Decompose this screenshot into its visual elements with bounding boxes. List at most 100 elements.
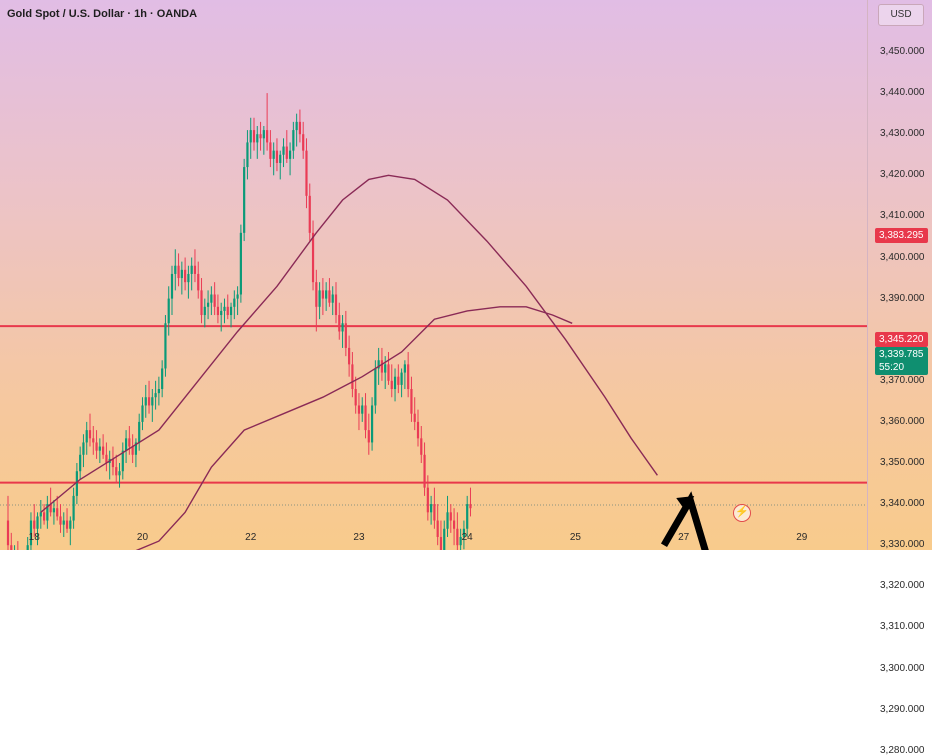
candle-body: [400, 372, 403, 385]
candle-body: [325, 290, 328, 299]
candle-body: [226, 306, 229, 316]
annotation-arrowhead: [676, 495, 695, 512]
candle-body: [462, 528, 466, 537]
currency-button[interactable]: USD: [878, 4, 924, 26]
candle-body: [266, 130, 269, 143]
candle-body: [302, 134, 305, 151]
candle-body: [354, 389, 357, 406]
candle-body: [456, 528, 459, 546]
candle-body: [223, 306, 226, 311]
candle-body: [88, 430, 92, 439]
price-tick-label: 3,400.000: [880, 251, 925, 263]
candle-body: [403, 364, 406, 373]
candle-body: [177, 265, 180, 279]
candle-body: [384, 364, 387, 373]
price-axis[interactable]: [867, 0, 932, 550]
candle-body: [292, 130, 295, 151]
price-tick-label: 3,440.000: [880, 87, 925, 99]
candle-body: [239, 232, 242, 295]
candle-body: [131, 446, 134, 455]
price-tick-label: 3,350.000: [880, 457, 925, 468]
price-tick-label: 3,310.000: [880, 621, 925, 633]
chart-title[interactable]: Gold Spot / U.S. Dollar · 1h · OANDA: [7, 8, 198, 20]
candle-body: [220, 310, 223, 316]
candle-body: [180, 269, 183, 279]
price-tick-label: 3,340.000: [880, 498, 925, 510]
candle-body: [243, 167, 246, 233]
candle-body: [420, 438, 423, 455]
candle-body: [318, 290, 321, 307]
flash-icon[interactable]: ⚡: [733, 504, 751, 522]
candle-body: [449, 512, 452, 521]
candle-body: [285, 146, 288, 159]
candle-body: [430, 504, 433, 513]
candle-body: [380, 360, 384, 373]
candle-body: [193, 265, 197, 274]
price-tick-label: 3,420.000: [880, 169, 925, 181]
time-tick-label: 24: [461, 532, 473, 543]
candle-body: [341, 323, 344, 332]
current-price-label: 3,339.785: [879, 349, 924, 360]
candle-body: [390, 380, 393, 390]
candle-body: [387, 364, 390, 381]
candle-body: [357, 405, 361, 414]
candle-body: [413, 413, 416, 422]
support-price-tag: 3,345.220: [875, 332, 928, 347]
candle-body: [151, 397, 154, 406]
candle-body: [259, 134, 262, 139]
candle-body: [311, 232, 315, 283]
candle-body: [42, 512, 46, 521]
candle-body: [236, 294, 239, 299]
price-tick-label: 3,330.000: [880, 539, 925, 551]
price-tick-label: 3,370.000: [880, 374, 925, 386]
candle-body: [52, 508, 56, 513]
candle-body: [361, 405, 364, 414]
candle-body: [29, 520, 33, 546]
candle-body: [26, 545, 29, 550]
candle-body: [308, 195, 311, 233]
candle-body: [426, 487, 429, 513]
price-tick-label: 3,430.000: [880, 128, 925, 140]
candle-body: [213, 294, 216, 307]
candle-body: [321, 290, 324, 299]
candle-body: [111, 458, 115, 468]
time-tick-label: 23: [353, 532, 365, 543]
candle-body: [374, 368, 377, 406]
candle-body: [328, 290, 331, 303]
candle-body: [161, 368, 164, 390]
candle-body: [138, 421, 141, 443]
price-tick-label: 3,320.000: [880, 580, 925, 592]
candle-body: [154, 393, 157, 398]
candle-body: [144, 397, 147, 406]
candle-body: [65, 520, 69, 529]
current-price-tag: 3,339.785 55:20: [875, 347, 928, 375]
candle-body: [459, 536, 462, 546]
candle-body: [147, 397, 151, 406]
candle-body: [102, 446, 105, 455]
candle-body: [423, 454, 426, 488]
candle-body: [433, 504, 436, 521]
candle-body: [203, 306, 206, 316]
candle-body: [115, 467, 118, 476]
price-tick-label: 3,450.000: [880, 46, 925, 57]
candle-body: [95, 442, 98, 451]
candle-body: [134, 442, 138, 455]
price-tick-label: 3,280.000: [880, 744, 925, 756]
candle-body: [216, 306, 220, 316]
candle-body: [252, 130, 256, 143]
candle-body: [469, 504, 472, 509]
candle-body: [331, 294, 334, 303]
candle-body: [272, 150, 275, 159]
candle-body: [295, 121, 298, 131]
candle-body: [410, 389, 413, 414]
price-chart[interactable]: [0, 0, 932, 550]
candle-body: [338, 315, 341, 332]
candle-body: [364, 405, 367, 431]
candle-body: [288, 150, 292, 159]
candle-body: [82, 442, 85, 455]
candle-body: [49, 504, 52, 513]
candle-body: [246, 142, 249, 168]
candle-body: [397, 376, 400, 385]
resistance-price-tag: 3,383.295: [875, 228, 928, 243]
